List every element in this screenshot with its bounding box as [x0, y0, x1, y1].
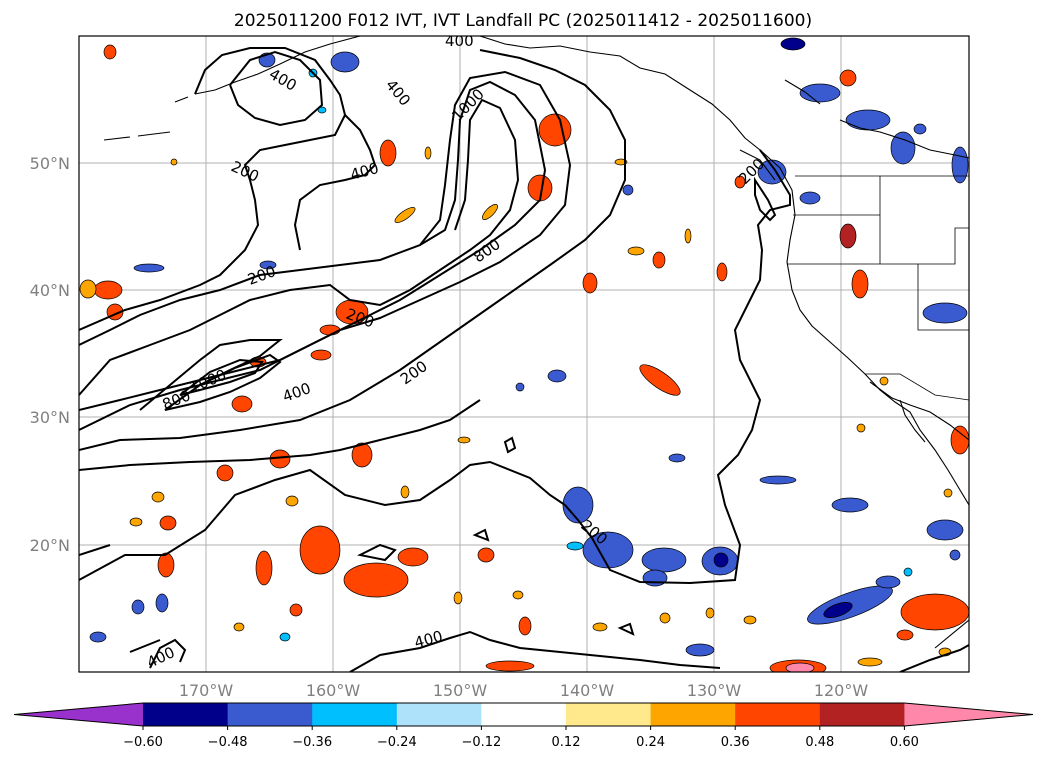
colorbar-extend-high [904, 703, 1033, 726]
figure-title: 2025011200 F012 IVT, IVT Landfall PC (20… [234, 11, 812, 31]
ivt-contours [79, 47, 969, 672]
negative-pc-regions [89, 37, 969, 657]
colorbar-tick-label: 0.60 [890, 735, 919, 750]
colorbar-bin [227, 703, 313, 726]
lon-labels: 170°W 160°W 150°W 140°W 130°W 120°W [179, 681, 869, 700]
colorbar-bin [566, 703, 652, 726]
lat-label-20n: 20°N [30, 536, 70, 555]
lon-label-170w: 170°W [179, 681, 234, 700]
colorbar-bin [819, 703, 905, 726]
colorbar-bin [143, 703, 229, 726]
lon-label-150w: 150°W [433, 681, 488, 700]
colorbar-tick-label: −0.12 [461, 735, 501, 750]
political-borders [787, 175, 969, 401]
coastlines [103, 36, 969, 649]
lon-label-160w: 160°W [306, 681, 361, 700]
positive-pc-regions [79, 44, 969, 672]
colorbar-ticks: −0.60 −0.48 −0.36 −0.24 −0.12 0.12 0.24 0.36 0.4… [123, 726, 919, 750]
lon-label-130w: 130°W [687, 681, 742, 700]
lat-label-40n: 40°N [30, 281, 70, 300]
lat-label-30n: 30°N [30, 408, 70, 427]
colorbar-tick-label: −0.60 [123, 735, 163, 750]
colorbar-tick-label: −0.48 [208, 735, 248, 750]
colorbar-bin [650, 703, 736, 726]
map-area [79, 36, 969, 672]
colorbar-tick-label: 0.12 [552, 735, 581, 750]
colorbar [13, 702, 1034, 727]
colorbar-bin [735, 703, 821, 726]
lon-label-140w: 140°W [560, 681, 615, 700]
lat-labels: 50°N 40°N 30°N 20°N [30, 154, 70, 555]
colorbar-extend-low [14, 703, 143, 726]
contour-label: 400 [445, 32, 474, 50]
colorbar-bin [312, 703, 398, 726]
map-frame [78, 35, 970, 673]
colorbar-bin [481, 703, 567, 726]
colorbar-tick-label: 0.36 [721, 735, 750, 750]
lon-label-120w: 120°W [814, 681, 869, 700]
colorbar-tick-label: −0.36 [292, 735, 332, 750]
gridlines [79, 36, 969, 672]
colorbar-tick-label: 0.24 [636, 735, 665, 750]
colorbar-tick-label: 0.48 [805, 735, 834, 750]
colorbar-tick-label: −0.24 [377, 735, 417, 750]
colorbar-bin [396, 703, 482, 726]
lat-label-50n: 50°N [30, 154, 70, 173]
